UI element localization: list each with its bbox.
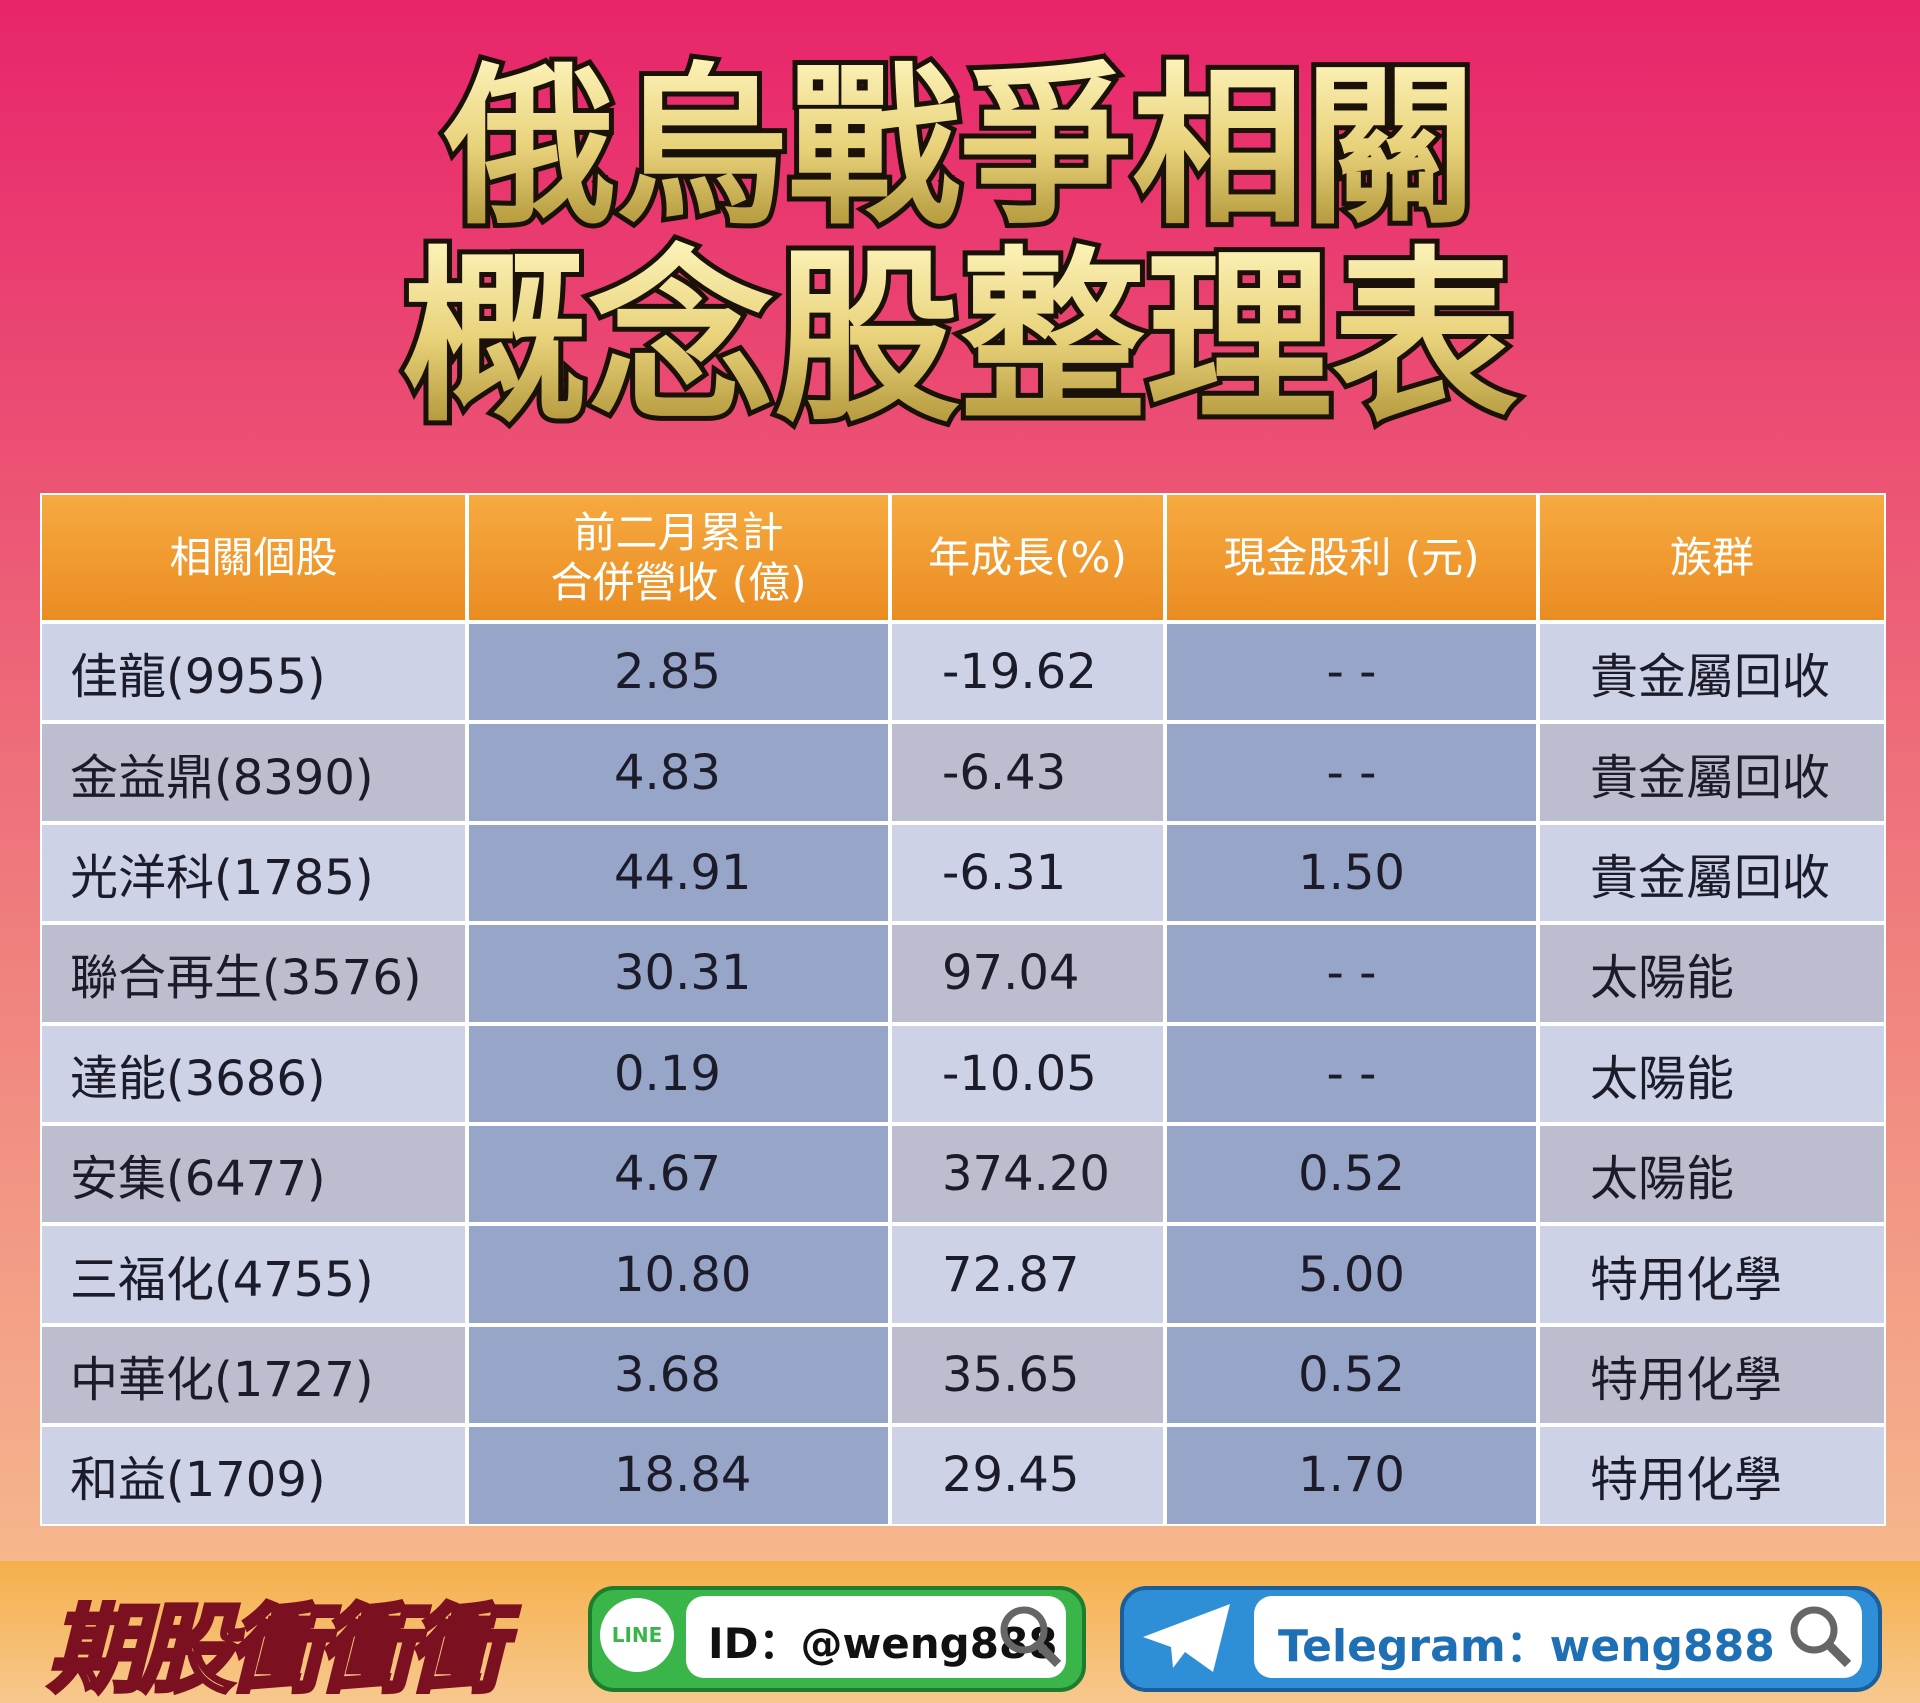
table-cell: 0.19	[467, 1023, 890, 1124]
table-cell: 3.68	[467, 1324, 890, 1426]
telegram-icon	[1143, 1604, 1230, 1672]
table-cell: -6.31	[890, 822, 1165, 924]
table-cell: - -	[1165, 923, 1538, 1024]
table-cell: 貴金屬回收	[1538, 722, 1886, 823]
table-cell: -10.05	[890, 1023, 1165, 1124]
line-badge: LINE	[600, 1598, 674, 1672]
table-cell: 太陽能	[1538, 1023, 1886, 1124]
search-icon	[1790, 1606, 1852, 1668]
telegram-field	[1254, 1596, 1862, 1678]
table-cell: 佳龍(9955)	[40, 622, 467, 723]
table-cell: 貴金屬回收	[1538, 822, 1886, 924]
table-cell: 貴金屬回收	[1538, 622, 1886, 723]
table-cell: 97.04	[890, 923, 1165, 1024]
header-cell: 相關個股	[40, 493, 467, 622]
table-cell: 太陽能	[1538, 923, 1886, 1024]
table-cell: 中華化(1727)	[40, 1324, 467, 1426]
table-cell: 374.20	[890, 1124, 1165, 1225]
header-cell: 族群	[1538, 493, 1886, 622]
brand: 期股衝衝衝	[46, 1592, 506, 1703]
table-cell: 達能(3686)	[40, 1023, 467, 1124]
table-cell: 29.45	[890, 1425, 1165, 1526]
table-cell: 三福化(4755)	[40, 1224, 467, 1325]
table-cell: -6.43	[890, 722, 1165, 823]
title-art: 俄烏戰爭相關 概念股整理表	[397, 42, 1523, 452]
table-cell: - -	[1165, 622, 1538, 723]
table-cell: 特用化學	[1538, 1425, 1886, 1526]
table-cell: 聯合再生(3576)	[40, 923, 467, 1024]
table-cell: 特用化學	[1538, 1224, 1886, 1325]
table-cell: 35.65	[890, 1324, 1165, 1426]
table-cell: 1.70	[1165, 1425, 1538, 1526]
table-cell: 5.00	[1165, 1224, 1538, 1325]
table-cell: 0.52	[1165, 1124, 1538, 1225]
line-id: ID：@weng888	[708, 1619, 1058, 1668]
table-cell: 光洋科(1785)	[40, 822, 467, 924]
table-cell: 安集(6477)	[40, 1124, 467, 1225]
table-cell: 0.52	[1165, 1324, 1538, 1426]
title-line: 俄烏戰爭相關	[443, 47, 1476, 248]
table-cell: - -	[1165, 1023, 1538, 1124]
table-cell: 特用化學	[1538, 1324, 1886, 1426]
table-cell: 30.31	[467, 923, 890, 1024]
table-cell: -19.62	[890, 622, 1165, 723]
table-cell: 72.87	[890, 1224, 1165, 1325]
table-cell: 和益(1709)	[40, 1425, 467, 1526]
header-cell: 前二月累計 合併營收 (億)	[467, 493, 890, 622]
table-cell: 10.80	[467, 1224, 890, 1325]
table-cell: 44.91	[467, 822, 890, 924]
search-icon	[1000, 1606, 1062, 1668]
title-line: 概念股整理表	[402, 230, 1518, 447]
table-cell: - -	[1165, 722, 1538, 823]
table-cell: 2.85	[467, 622, 890, 723]
table-cell: 4.83	[467, 722, 890, 823]
header-cell: 現金股利 (元)	[1165, 493, 1538, 622]
header-cell: 年成長(%)	[890, 493, 1165, 622]
table-cell: 18.84	[467, 1425, 890, 1526]
table-cell: 4.67	[467, 1124, 890, 1225]
table-cell: 太陽能	[1538, 1124, 1886, 1225]
table-cell: 1.50	[1165, 822, 1538, 924]
table-cell: 金益鼎(8390)	[40, 722, 467, 823]
telegram-id: Telegram：weng888	[1278, 1621, 1775, 1672]
